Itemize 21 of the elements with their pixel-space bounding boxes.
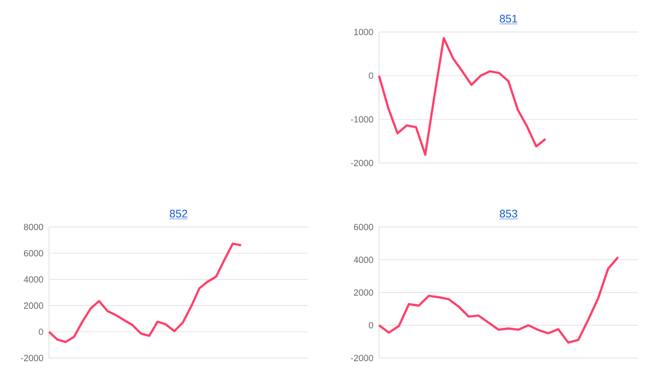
- y-tick-label: 8000: [24, 224, 44, 230]
- y-tick-label: 0: [368, 322, 374, 328]
- y-tick-label: 4000: [24, 276, 44, 283]
- y-tick-label: -2000: [350, 354, 374, 362]
- chart-title: 852: [170, 210, 188, 218]
- y-tick-label: -2000: [20, 354, 44, 362]
- y-tick-label: 0: [38, 328, 44, 335]
- chart-title: 851: [500, 14, 518, 23]
- line-series: [378, 256, 620, 344]
- y-tick-label: 2000: [24, 302, 44, 309]
- y-tick-label: 6000: [24, 250, 44, 256]
- line-series: [378, 37, 547, 156]
- y-tick-label: -2000: [350, 160, 374, 166]
- y-tick-label: 0: [368, 72, 374, 79]
- y-tick-label: 2000: [354, 289, 374, 296]
- chart-title: 853: [500, 210, 518, 218]
- y-tick-label: 6000: [354, 224, 374, 230]
- line-series: [48, 242, 242, 343]
- y-tick-label: 4000: [354, 256, 374, 263]
- y-tick-label: -1000: [350, 116, 374, 123]
- y-tick-label: 1000: [354, 28, 374, 36]
